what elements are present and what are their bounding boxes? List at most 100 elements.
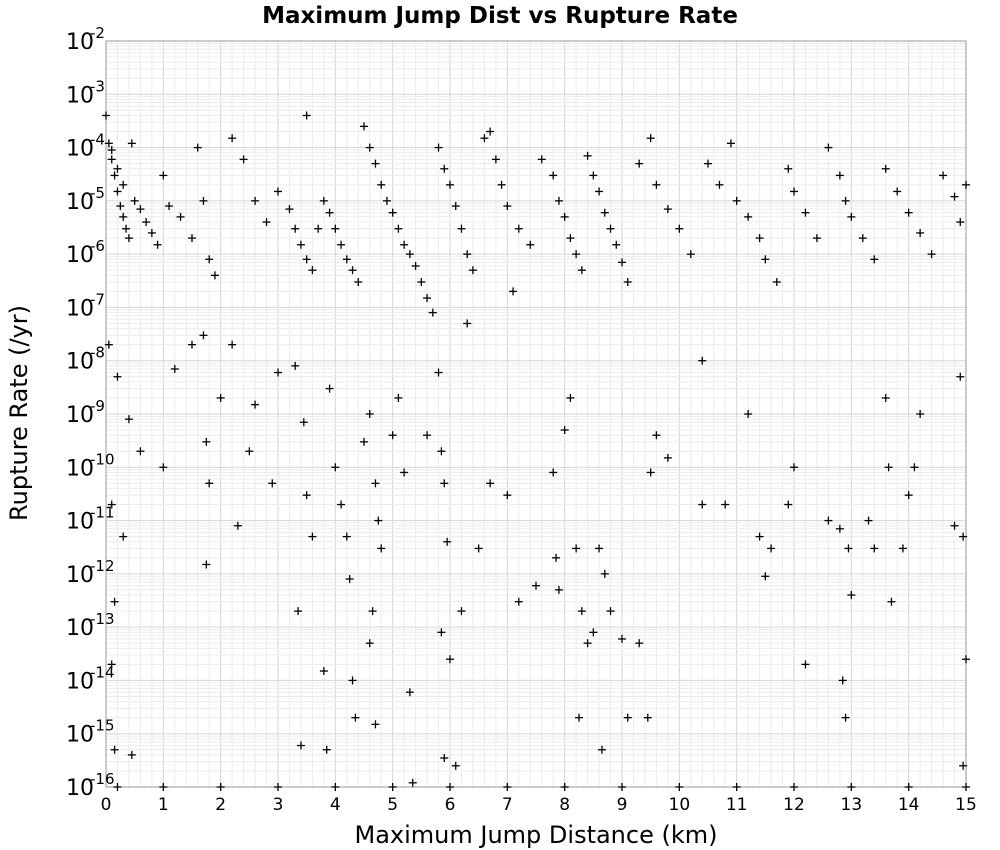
data-point <box>514 597 523 606</box>
data-point <box>382 196 391 205</box>
data-point <box>927 250 936 259</box>
data-point <box>583 151 592 160</box>
data-point <box>623 278 632 287</box>
data-point <box>790 463 798 472</box>
data-point <box>107 500 116 509</box>
data-point <box>446 783 454 791</box>
y-tick-label: 10 <box>66 616 94 641</box>
data-point <box>884 463 893 472</box>
data-point <box>374 516 383 525</box>
y-tick-label: 10 <box>66 190 94 215</box>
data-point <box>457 224 466 233</box>
data-point <box>110 745 119 754</box>
data-point <box>887 597 896 606</box>
data-point <box>772 278 781 287</box>
data-point <box>245 447 254 456</box>
data-point <box>744 212 753 221</box>
y-tick-label: 10 <box>66 137 94 162</box>
data-point <box>228 134 237 143</box>
data-point <box>239 155 248 164</box>
data-point <box>113 372 122 381</box>
data-point <box>916 410 925 418</box>
data-point <box>801 208 810 217</box>
data-point <box>440 754 449 763</box>
data-point <box>337 500 346 509</box>
data-point <box>910 463 919 472</box>
data-point <box>560 212 569 221</box>
data-point <box>486 127 495 136</box>
data-point <box>331 463 340 472</box>
y-tick-label: 10 <box>66 456 94 481</box>
y-tick-label: 10 <box>66 243 94 268</box>
data-point <box>675 224 684 233</box>
data-point <box>572 544 581 553</box>
data-point <box>294 607 303 616</box>
data-point <box>104 340 113 349</box>
y-tick-label: 10 <box>66 83 94 108</box>
data-point <box>319 196 328 205</box>
y-tick-exponent: -3 <box>90 77 105 95</box>
data-point <box>119 180 128 189</box>
data-point <box>394 224 403 233</box>
data-point <box>904 783 913 791</box>
data-point <box>715 180 724 189</box>
chart-title: Maximum Jump Dist vs Rupture Rate <box>262 3 738 29</box>
data-point <box>119 532 128 541</box>
data-point <box>526 240 535 249</box>
data-point <box>744 410 753 418</box>
data-point <box>446 655 454 664</box>
data-point <box>216 393 225 402</box>
data-point <box>451 202 460 211</box>
data-point <box>881 164 890 173</box>
data-point <box>319 667 328 676</box>
data-point <box>110 597 119 606</box>
data-point <box>437 447 446 456</box>
y-tick-exponent: -2 <box>90 24 105 42</box>
data-point <box>124 234 133 243</box>
data-point <box>652 431 661 440</box>
data-point <box>904 491 913 500</box>
data-point <box>532 581 540 590</box>
data-point <box>331 224 340 233</box>
data-point <box>950 192 959 201</box>
x-tick-label: 12 <box>783 795 805 815</box>
data-point <box>812 234 821 243</box>
data-point <box>368 607 377 616</box>
x-tick-label: 6 <box>445 795 456 815</box>
data-point <box>116 202 125 211</box>
data-point <box>268 479 277 488</box>
data-point <box>216 783 225 791</box>
data-point <box>480 134 489 143</box>
data-point <box>962 180 970 189</box>
data-point <box>428 308 437 317</box>
data-point <box>107 660 116 669</box>
data-point <box>348 266 357 275</box>
data-point <box>371 720 380 729</box>
y-tick-exponent: -8 <box>90 344 105 362</box>
data-point <box>130 196 139 205</box>
data-point <box>262 218 271 227</box>
data-point <box>104 139 113 148</box>
data-point <box>595 544 604 553</box>
y-tick-label: 10 <box>66 776 94 801</box>
data-point <box>635 159 644 168</box>
data-point <box>509 287 518 296</box>
data-point <box>345 575 354 584</box>
y-tick-label: 10 <box>66 563 94 588</box>
data-point <box>597 745 606 754</box>
data-point <box>732 783 741 791</box>
data-point <box>233 521 242 530</box>
data-point <box>675 783 684 791</box>
data-point <box>228 340 237 349</box>
data-point <box>199 196 208 205</box>
data-point <box>646 468 655 477</box>
plot-area <box>105 40 967 788</box>
x-tick-label: 4 <box>330 795 341 815</box>
data-point <box>314 224 323 233</box>
data-point <box>824 516 833 525</box>
data-point <box>956 218 965 227</box>
data-point <box>348 676 357 685</box>
data-point <box>870 255 879 264</box>
data-point <box>360 437 368 446</box>
data-point <box>423 431 432 440</box>
